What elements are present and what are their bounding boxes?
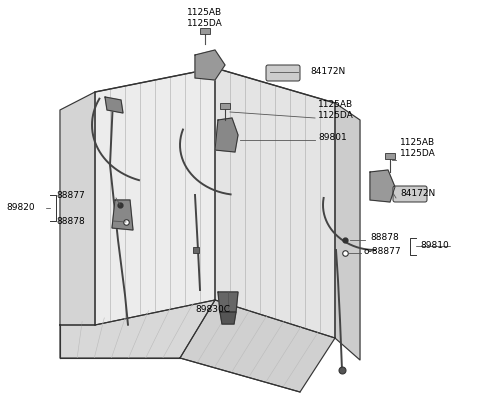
Polygon shape <box>60 92 95 325</box>
Text: 89801: 89801 <box>318 133 347 143</box>
Text: 89810: 89810 <box>420 241 449 249</box>
Polygon shape <box>180 300 335 392</box>
Bar <box>200 28 210 34</box>
Text: 88878: 88878 <box>370 233 399 243</box>
Polygon shape <box>218 292 238 312</box>
Text: 89820: 89820 <box>6 204 35 212</box>
Polygon shape <box>220 312 236 324</box>
Polygon shape <box>335 103 360 360</box>
Polygon shape <box>60 300 215 358</box>
Polygon shape <box>112 200 133 230</box>
Bar <box>385 153 395 159</box>
Text: 89830C: 89830C <box>195 306 230 314</box>
Polygon shape <box>195 50 225 80</box>
Polygon shape <box>105 97 123 113</box>
Polygon shape <box>215 118 238 152</box>
FancyBboxPatch shape <box>266 65 300 81</box>
Text: 1125AB
1125DA: 1125AB 1125DA <box>318 100 354 120</box>
Text: 88877: 88877 <box>56 191 85 200</box>
Polygon shape <box>215 68 335 338</box>
Bar <box>220 103 230 109</box>
Text: 84172N: 84172N <box>310 67 345 77</box>
FancyBboxPatch shape <box>393 186 427 202</box>
Text: 1125AB
1125DA: 1125AB 1125DA <box>400 138 436 158</box>
Text: o-88877: o-88877 <box>364 247 402 256</box>
Text: 1125AB
1125DA: 1125AB 1125DA <box>187 8 223 28</box>
Text: 84172N: 84172N <box>400 189 435 198</box>
Polygon shape <box>95 68 215 325</box>
Text: 88878: 88878 <box>56 216 85 225</box>
Polygon shape <box>370 170 395 202</box>
